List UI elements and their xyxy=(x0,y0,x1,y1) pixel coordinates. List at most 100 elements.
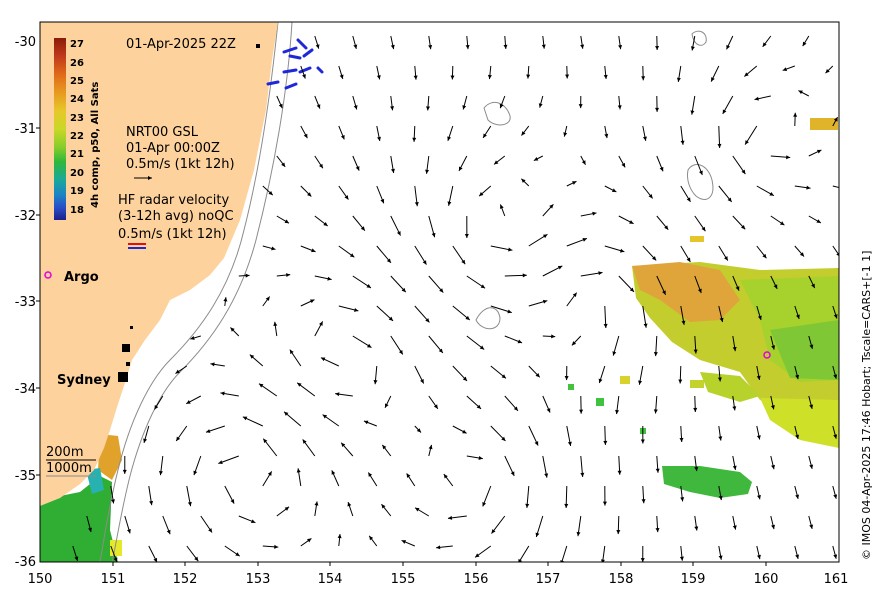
gsl-velocity-vectors xyxy=(72,35,845,562)
depth-1000-label: 1000m xyxy=(46,461,92,476)
velocity-arrow-head xyxy=(208,528,213,533)
velocity-arrow-head xyxy=(235,552,240,557)
velocity-arrow-head xyxy=(406,473,411,478)
velocity-arrow-head xyxy=(551,334,556,339)
velocity-arrow-head xyxy=(549,204,554,209)
velocity-arrow-head xyxy=(598,271,603,276)
velocity-arrow-head xyxy=(271,246,276,251)
velocity-arrow-head xyxy=(344,195,349,200)
tick-marks xyxy=(36,127,767,566)
velocity-arrow-head xyxy=(220,391,225,396)
velocity-arrow-head xyxy=(447,515,453,520)
velocity-arrow-head xyxy=(741,169,746,175)
velocity-arrow-head xyxy=(771,524,775,530)
velocity-arrow-head xyxy=(331,470,336,475)
hf-radar-vectors xyxy=(266,38,324,90)
gsl-legend-scale: 0.5m/s (1kt 12h) xyxy=(126,157,235,172)
colorbar-title: 4h comp, p50, All Sats xyxy=(90,82,101,208)
velocity-arrow-head xyxy=(390,106,395,111)
colorbar-ticks: 27 26 25 24 23 22 21 20 19 18 xyxy=(70,39,84,216)
argo-label: Argo xyxy=(64,270,99,285)
velocity-arrow-head xyxy=(176,436,181,442)
velocity-arrow-head xyxy=(347,502,352,507)
velocity-arrow-head xyxy=(158,470,163,476)
velocity-arrow-head xyxy=(694,526,699,531)
velocity-arrow-head xyxy=(662,290,666,295)
land-australia xyxy=(40,22,278,506)
velocity-arrow-head xyxy=(697,288,702,294)
gsl-legend-date: 01-Apr 00:00Z xyxy=(126,141,220,156)
velocity-arrow-head xyxy=(795,554,800,559)
velocity-arrow-head xyxy=(297,382,302,387)
velocity-arrow-head xyxy=(598,378,603,384)
velocity-arrow-head xyxy=(187,501,192,507)
credit-text: © IMOS 04-Apr-2025 17:46 Hobart; Tscale=… xyxy=(860,251,873,560)
velocity-arrow-head xyxy=(479,345,485,350)
velocity-arrow-head xyxy=(694,466,699,472)
depth-200-label: 200m xyxy=(46,445,83,460)
velocity-arrow-head xyxy=(414,202,419,207)
velocity-arrow-head xyxy=(340,135,345,140)
velocity-arrow-head xyxy=(335,392,340,397)
velocity-arrow-head xyxy=(741,224,746,230)
velocity-arrow-head xyxy=(433,404,438,409)
y-tick: -34 xyxy=(15,382,36,397)
velocity-arrow-head xyxy=(732,406,737,411)
velocity-arrow-head xyxy=(149,500,154,506)
velocity-arrow-head xyxy=(578,104,583,109)
velocity-arrow-head xyxy=(461,259,466,265)
sst-patches xyxy=(40,118,839,562)
velocity-arrow-head xyxy=(564,376,569,381)
velocity-arrow-head xyxy=(640,558,645,562)
velocity-arrow-head xyxy=(533,156,539,161)
velocity-arrow-head xyxy=(398,349,403,355)
velocity-arrow-head xyxy=(640,439,645,444)
velocity-arrow-head xyxy=(616,530,621,535)
velocity-arrow-head xyxy=(401,540,407,544)
velocity-arrow-head xyxy=(507,309,512,314)
velocity-arrow-head xyxy=(341,442,346,448)
velocity-arrow-head xyxy=(154,405,159,410)
velocity-arrow-head xyxy=(664,225,669,230)
velocity-arrow-head xyxy=(284,506,290,511)
velocity-arrow-head xyxy=(693,407,698,412)
velocity-arrow-head xyxy=(773,284,778,289)
velocity-arrow-head xyxy=(462,429,467,434)
velocity-arrow-head xyxy=(278,103,283,109)
velocity-arrow-head xyxy=(218,460,223,464)
velocity-arrow-head xyxy=(443,474,448,479)
x-tick: 161 xyxy=(824,572,849,587)
velocity-arrow-head xyxy=(718,495,723,501)
velocity-arrow-head xyxy=(679,437,684,442)
velocity-arrow-head xyxy=(676,77,681,82)
velocity-arrow-head xyxy=(438,348,443,353)
velocity-arrow-head xyxy=(686,257,691,262)
velocity-arrow-head xyxy=(413,75,418,80)
velocity-arrow-head xyxy=(447,136,452,141)
velocity-arrow-head xyxy=(816,149,822,154)
velocity-arrow-head xyxy=(680,140,685,145)
velocity-arrow-head xyxy=(353,105,358,110)
velocity-arrow-head xyxy=(782,67,788,71)
velocity-arrow-head xyxy=(521,178,526,183)
velocity-arrow-head xyxy=(795,494,800,499)
velocity-arrow-head xyxy=(538,103,543,108)
velocity-arrow-head xyxy=(426,106,431,111)
velocity-arrow-head xyxy=(447,201,452,206)
velocity-arrow-head xyxy=(836,252,839,257)
gsl-scale-arrow-head xyxy=(148,176,152,180)
velocity-arrow-head xyxy=(841,186,845,190)
velocity-arrow-head xyxy=(795,374,800,380)
cb-tick: 20 xyxy=(70,168,84,179)
velocity-arrow-head xyxy=(122,469,127,474)
y-tick: -30 xyxy=(15,35,36,50)
velocity-arrow-head xyxy=(462,376,468,381)
velocity-arrow-head xyxy=(522,273,527,278)
cb-tick: 21 xyxy=(70,149,84,160)
velocity-arrow-head xyxy=(501,374,506,379)
velocity-arrow-head xyxy=(482,502,487,507)
velocity-arrow-head xyxy=(422,260,427,265)
velocity-arrow-head xyxy=(508,247,513,252)
y-tick: -33 xyxy=(15,295,36,310)
velocity-arrow-head xyxy=(701,226,706,232)
